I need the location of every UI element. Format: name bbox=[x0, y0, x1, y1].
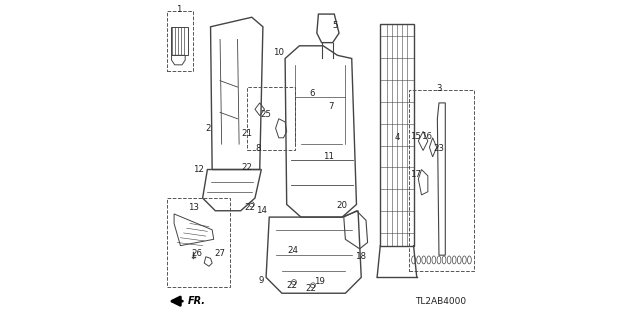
Text: 20: 20 bbox=[336, 202, 347, 211]
Text: 17: 17 bbox=[410, 170, 420, 179]
Text: 25: 25 bbox=[260, 109, 271, 118]
Text: 4: 4 bbox=[395, 133, 401, 142]
Text: 14: 14 bbox=[256, 206, 267, 215]
Text: 22: 22 bbox=[286, 281, 297, 290]
Text: 26: 26 bbox=[191, 249, 202, 258]
Text: 6: 6 bbox=[309, 89, 315, 98]
Bar bbox=[167, 198, 230, 287]
Text: 15: 15 bbox=[410, 132, 420, 141]
Text: 12: 12 bbox=[193, 165, 204, 174]
Bar bbox=[409, 90, 474, 271]
Text: 13: 13 bbox=[188, 203, 198, 212]
Text: 11: 11 bbox=[323, 152, 334, 161]
Text: 16: 16 bbox=[420, 132, 432, 141]
Bar bbox=[380, 24, 413, 246]
Text: 5: 5 bbox=[332, 21, 338, 30]
Text: FR.: FR. bbox=[188, 296, 205, 306]
Bar bbox=[171, 27, 188, 55]
Text: 22: 22 bbox=[305, 284, 316, 293]
Text: 10: 10 bbox=[273, 48, 284, 57]
Text: 19: 19 bbox=[314, 277, 325, 286]
Text: 1: 1 bbox=[176, 5, 182, 14]
Bar bbox=[167, 11, 193, 71]
Text: 8: 8 bbox=[255, 144, 261, 153]
Text: 9: 9 bbox=[259, 276, 264, 285]
Text: 21: 21 bbox=[241, 129, 253, 138]
Text: 7: 7 bbox=[328, 101, 334, 111]
Text: 27: 27 bbox=[214, 249, 225, 258]
Text: 24: 24 bbox=[287, 246, 298, 255]
Text: TL2AB4000: TL2AB4000 bbox=[415, 297, 466, 306]
Text: 18: 18 bbox=[355, 252, 366, 261]
Text: 2: 2 bbox=[205, 124, 211, 133]
Text: 22: 22 bbox=[241, 164, 252, 172]
Text: 3: 3 bbox=[436, 84, 442, 93]
Text: 22: 22 bbox=[244, 203, 255, 212]
Text: 23: 23 bbox=[433, 144, 444, 153]
Bar bbox=[247, 87, 294, 150]
